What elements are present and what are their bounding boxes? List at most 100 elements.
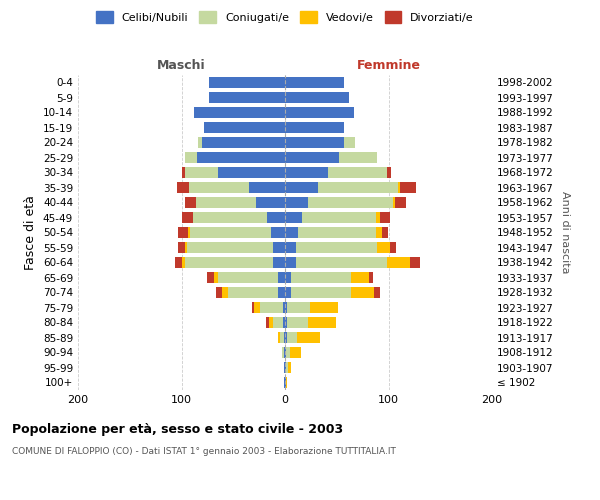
Bar — [208, 272, 214, 283]
Bar — [376, 226, 382, 238]
Bar — [190, 226, 271, 238]
Bar — [282, 346, 284, 358]
Bar — [285, 256, 296, 268]
Bar — [388, 256, 410, 268]
Bar — [278, 332, 280, 344]
Bar — [256, 196, 285, 208]
Bar — [285, 286, 291, 298]
Bar — [215, 286, 222, 298]
Bar — [266, 316, 269, 328]
Bar — [228, 286, 278, 298]
Bar — [272, 256, 285, 268]
Bar — [302, 212, 376, 224]
Bar — [198, 136, 202, 148]
Bar — [285, 92, 349, 104]
Bar — [285, 136, 344, 148]
Y-axis label: Anni di nascita: Anni di nascita — [560, 191, 570, 274]
Bar — [185, 242, 187, 254]
Bar — [344, 136, 355, 148]
Bar — [254, 302, 260, 314]
Bar — [285, 212, 302, 224]
Bar — [185, 166, 218, 178]
Bar — [382, 226, 389, 238]
Bar — [187, 242, 272, 254]
Bar — [376, 212, 380, 224]
Bar — [278, 286, 285, 298]
Bar — [196, 196, 256, 208]
Bar — [318, 182, 398, 194]
Bar — [284, 332, 285, 344]
Bar — [285, 332, 287, 344]
Legend: Celibi/Nubili, Coniugati/e, Vedovi/e, Divorziati/e: Celibi/Nubili, Coniugati/e, Vedovi/e, Di… — [96, 12, 474, 22]
Bar — [209, 92, 285, 104]
Bar — [178, 182, 189, 194]
Bar — [398, 182, 400, 194]
Bar — [298, 332, 320, 344]
Bar — [285, 196, 308, 208]
Bar — [185, 256, 272, 268]
Bar — [285, 316, 287, 328]
Bar — [197, 152, 285, 164]
Bar — [287, 302, 310, 314]
Bar — [285, 302, 287, 314]
Bar — [202, 136, 285, 148]
Bar — [291, 286, 351, 298]
Bar — [285, 76, 344, 88]
Bar — [285, 152, 339, 164]
Text: COMUNE DI FALOPPIO (CO) - Dati ISTAT 1° gennaio 2003 - Elaborazione TUTTITALIA.I: COMUNE DI FALOPPIO (CO) - Dati ISTAT 1° … — [12, 448, 396, 456]
Bar — [222, 286, 228, 298]
Bar — [285, 376, 286, 388]
Bar — [286, 376, 287, 388]
Bar — [310, 302, 338, 314]
Bar — [272, 316, 283, 328]
Bar — [286, 346, 290, 358]
Bar — [280, 332, 284, 344]
Bar — [194, 106, 285, 118]
Bar — [284, 346, 285, 358]
Bar — [296, 256, 388, 268]
Bar — [218, 166, 285, 178]
Bar — [185, 152, 197, 164]
Bar — [283, 316, 285, 328]
Bar — [285, 166, 328, 178]
Bar — [285, 226, 298, 238]
Bar — [339, 152, 377, 164]
Bar — [178, 242, 185, 254]
Bar — [218, 272, 278, 283]
Bar — [410, 256, 419, 268]
Bar — [328, 166, 388, 178]
Bar — [182, 256, 185, 268]
Bar — [175, 256, 182, 268]
Bar — [369, 272, 373, 283]
Text: Popolazione per età, sesso e stato civile - 2003: Popolazione per età, sesso e stato civil… — [12, 422, 343, 436]
Bar — [185, 196, 196, 208]
Text: Femmine: Femmine — [356, 59, 421, 72]
Bar — [284, 362, 285, 374]
Bar — [182, 166, 185, 178]
Bar — [188, 226, 190, 238]
Bar — [249, 182, 285, 194]
Bar — [291, 272, 351, 283]
Bar — [214, 272, 218, 283]
Bar — [395, 196, 406, 208]
Bar — [351, 286, 374, 298]
Bar — [392, 196, 395, 208]
Bar — [290, 346, 301, 358]
Bar — [400, 182, 416, 194]
Bar — [260, 302, 283, 314]
Bar — [285, 362, 286, 374]
Bar — [298, 226, 376, 238]
Bar — [288, 362, 291, 374]
Bar — [285, 242, 296, 254]
Bar — [285, 122, 344, 134]
Bar — [285, 346, 286, 358]
Bar — [286, 362, 288, 374]
Bar — [283, 302, 285, 314]
Bar — [285, 272, 291, 283]
Text: Maschi: Maschi — [157, 59, 206, 72]
Bar — [269, 316, 272, 328]
Bar — [271, 226, 285, 238]
Bar — [388, 166, 391, 178]
Bar — [374, 286, 380, 298]
Bar — [272, 242, 285, 254]
